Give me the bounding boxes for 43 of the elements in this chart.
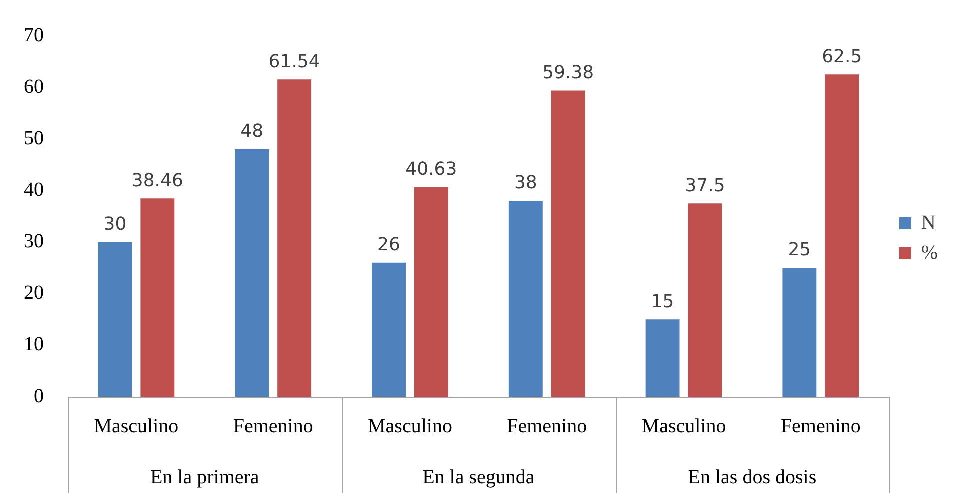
x-tick-label: Femenino <box>780 415 861 438</box>
legend-label: N <box>921 212 936 234</box>
y-tick-label: 30 <box>24 230 44 253</box>
data-label: 30 <box>104 214 127 235</box>
bar <box>508 201 543 397</box>
data-label: 62.5 <box>822 46 862 68</box>
legend-label: % <box>921 242 938 264</box>
bar <box>140 198 175 397</box>
bar <box>688 204 722 397</box>
bar <box>98 242 132 397</box>
bar <box>551 90 586 397</box>
y-tick-label: 40 <box>24 178 44 201</box>
bar <box>235 149 270 397</box>
y-tick-label: 50 <box>24 127 44 150</box>
data-label: 37.5 <box>685 175 726 196</box>
text: En la primera <box>150 466 260 488</box>
x-tick-label: Femenino <box>233 415 314 438</box>
data-label: 40.63 <box>406 159 458 180</box>
bar <box>646 320 680 397</box>
bar <box>278 80 312 397</box>
data-label: 15 <box>651 291 674 312</box>
y-tick-label: 60 <box>24 76 44 98</box>
y-tick-label: 10 <box>24 334 44 356</box>
data-label: 26 <box>378 234 400 256</box>
y-tick-label: 70 <box>24 24 44 46</box>
x-tick-label: Masculino <box>368 415 452 438</box>
bar <box>372 262 406 397</box>
text: En la segunda <box>422 466 535 488</box>
y-tick-label: 0 <box>34 385 44 408</box>
data-label: 38 <box>514 172 538 194</box>
x-tick-label: Femenino <box>507 415 588 438</box>
bar <box>782 268 817 397</box>
bar <box>825 74 860 397</box>
bar <box>414 187 448 397</box>
x-tick-label: Masculino <box>94 415 179 438</box>
y-tick-label: 20 <box>24 282 44 304</box>
data-label: 25 <box>788 240 812 261</box>
x-tick-label: Masculino <box>642 415 726 438</box>
data-label: 61.54 <box>268 51 320 72</box>
data-label: 48 <box>240 121 264 142</box>
data-label: 38.46 <box>132 170 184 192</box>
text: En las dos dosis <box>688 466 817 488</box>
data-label: 59.38 <box>542 62 594 84</box>
